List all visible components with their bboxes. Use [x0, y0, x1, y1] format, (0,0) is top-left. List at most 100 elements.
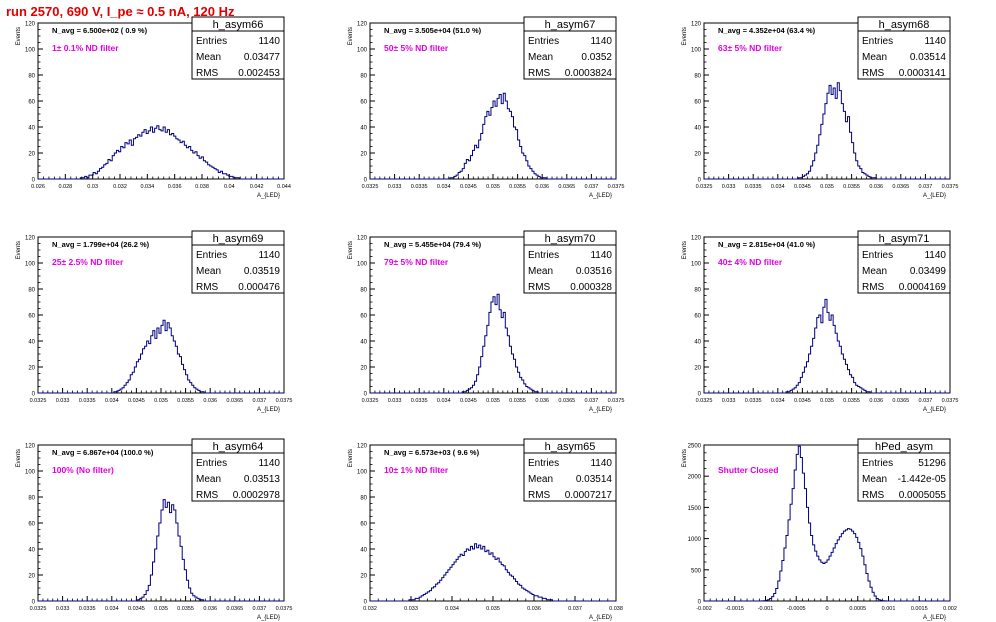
stats-value-mean: 0.03499	[910, 266, 947, 277]
x-tick-label: 0.035	[154, 606, 168, 612]
y-tick-label: 40	[360, 340, 367, 346]
y-tick-label: 60	[360, 100, 367, 106]
x-axis-title: A_{LED}	[589, 407, 612, 413]
navg-label: N_avg = 3.505e+04 (51.0 %)	[384, 26, 482, 35]
y-tick-label: 80	[360, 288, 367, 294]
x-tick-label: -0.0015	[725, 606, 744, 612]
y-tick-label: 0	[698, 600, 702, 606]
stats-key-rms: RMS	[528, 490, 551, 501]
y-tick-label: 20	[360, 152, 367, 158]
stats-key-entries: Entries	[528, 458, 559, 469]
y-tick-label: 20	[28, 152, 35, 158]
stats-box	[523, 438, 617, 502]
histogram-panel-h_asym67: 0 20 40 60 80 100 120 0.0325 0.033 0.0335 0.034 0.0…	[348, 16, 624, 199]
x-tick-label: 0.033	[388, 398, 402, 404]
navg-label: N_avg = 2.815e+04 (41.0 %)	[718, 240, 816, 249]
histogram-line	[704, 445, 950, 602]
stats-value-rms: 0.0004169	[899, 282, 947, 293]
stats-box	[191, 16, 285, 80]
x-tick-label: 0.036	[869, 398, 883, 404]
stats-key-mean: Mean	[862, 266, 887, 277]
y-tick-label: 60	[694, 100, 701, 106]
y-tick-label: 2000	[688, 475, 702, 481]
y-axis-title: Events	[16, 27, 22, 45]
histogram-line	[38, 499, 284, 602]
histogram-name: h_asym70	[545, 233, 596, 245]
y-axis-title: Events	[348, 27, 354, 45]
x-tick-label: 0.036	[869, 184, 883, 190]
histogram-line	[370, 92, 616, 180]
histogram-panel-h_asym64: 0 20 40 60 80 100 120 0.0325 0.033 0.0335 0.034 0.0…	[16, 438, 292, 621]
navg-label: N_avg = 6.867e+04 (100.0 %)	[52, 448, 154, 457]
x-tick-label: 0.034	[771, 398, 785, 404]
x-tick-label: 0.035	[820, 184, 834, 190]
stats-key-mean: Mean	[196, 474, 221, 485]
stats-box	[523, 16, 617, 80]
x-tick-label: 0.037	[919, 184, 933, 190]
x-tick-label: 0.04	[224, 184, 235, 190]
histogram-line	[38, 319, 284, 394]
x-axis-title: A_{LED}	[257, 193, 280, 199]
navg-label: N_avg = 5.455e+04 (79.4 %)	[384, 240, 482, 249]
histogram-panel-hPed_asym: 0 500 1000 1500 2000 2500 -0.002 -0.0015 -0.001 -…	[682, 438, 957, 621]
stats-key-rms: RMS	[196, 282, 219, 293]
filter-label: 25± 2.5% ND filter	[52, 257, 124, 267]
x-tick-label: 0.0375	[942, 398, 959, 404]
filter-label: 63± 5% ND filter	[718, 43, 783, 53]
stats-value-mean: -1.442e-05	[898, 474, 947, 485]
x-tick-label: 0.035	[486, 184, 500, 190]
y-tick-label: 0	[32, 392, 36, 398]
y-tick-label: 100	[25, 262, 36, 268]
stats-key-rms: RMS	[196, 490, 219, 501]
histogram-name: h_asym71	[879, 233, 930, 245]
y-tick-label: 80	[694, 74, 701, 80]
stats-key-rms: RMS	[862, 490, 885, 501]
x-tick-label: 0.032	[363, 606, 377, 612]
x-tick-label: 0.0345	[128, 398, 145, 404]
x-tick-label: 0.0325	[696, 398, 713, 404]
x-tick-label: 0.028	[58, 184, 72, 190]
y-axis-title: Events	[16, 449, 22, 467]
stats-value-rms: 0.000476	[238, 282, 280, 293]
stats-value-rms: 0.0002978	[233, 490, 281, 501]
stats-key-entries: Entries	[862, 250, 893, 261]
navg-label: N_avg = 6.500e+02 ( 0.9 %)	[52, 26, 148, 35]
stats-value-entries: 1140	[258, 250, 280, 261]
y-tick-label: 20	[694, 366, 701, 372]
stats-value-entries: 1140	[590, 458, 612, 469]
x-tick-label: 0.0015	[911, 606, 928, 612]
histogram-name: h_asym68	[879, 19, 930, 31]
stats-key-mean: Mean	[196, 52, 221, 63]
stats-value-rms: 0.0003824	[565, 68, 613, 79]
stats-key-mean: Mean	[196, 266, 221, 277]
histogram-name: h_asym64	[213, 441, 264, 453]
x-tick-label: 0.037	[585, 398, 599, 404]
x-tick-label: 0.0005	[849, 606, 866, 612]
y-tick-label: 80	[28, 74, 35, 80]
stats-box	[523, 230, 617, 294]
y-tick-label: 120	[25, 444, 36, 450]
x-tick-label: 0.0335	[79, 606, 96, 612]
stats-value-entries: 1140	[924, 36, 946, 47]
y-tick-label: 60	[28, 100, 35, 106]
histogram-line	[704, 298, 950, 394]
stats-value-mean: 0.03514	[576, 474, 613, 485]
y-tick-label: 500	[691, 568, 702, 574]
x-tick-label: 0.036	[535, 184, 549, 190]
stats-value-mean: 0.0352	[581, 52, 612, 63]
x-tick-label: 0.037	[568, 606, 582, 612]
stats-key-rms: RMS	[196, 68, 219, 79]
x-axis-title: A_{LED}	[589, 615, 612, 621]
stats-value-entries: 1140	[258, 36, 280, 47]
x-tick-label: 0.044	[277, 184, 291, 190]
filter-label: 40± 4% ND filter	[718, 257, 783, 267]
y-tick-label: 100	[691, 48, 702, 54]
x-tick-label: 0.034	[445, 606, 459, 612]
stats-value-rms: 0.0005055	[899, 490, 947, 501]
stats-value-entries: 1140	[258, 458, 280, 469]
y-tick-label: 0	[32, 178, 36, 184]
x-tick-label: 0.0325	[696, 184, 713, 190]
x-tick-label: 0.0335	[411, 398, 428, 404]
x-tick-label: 0.0345	[460, 398, 477, 404]
